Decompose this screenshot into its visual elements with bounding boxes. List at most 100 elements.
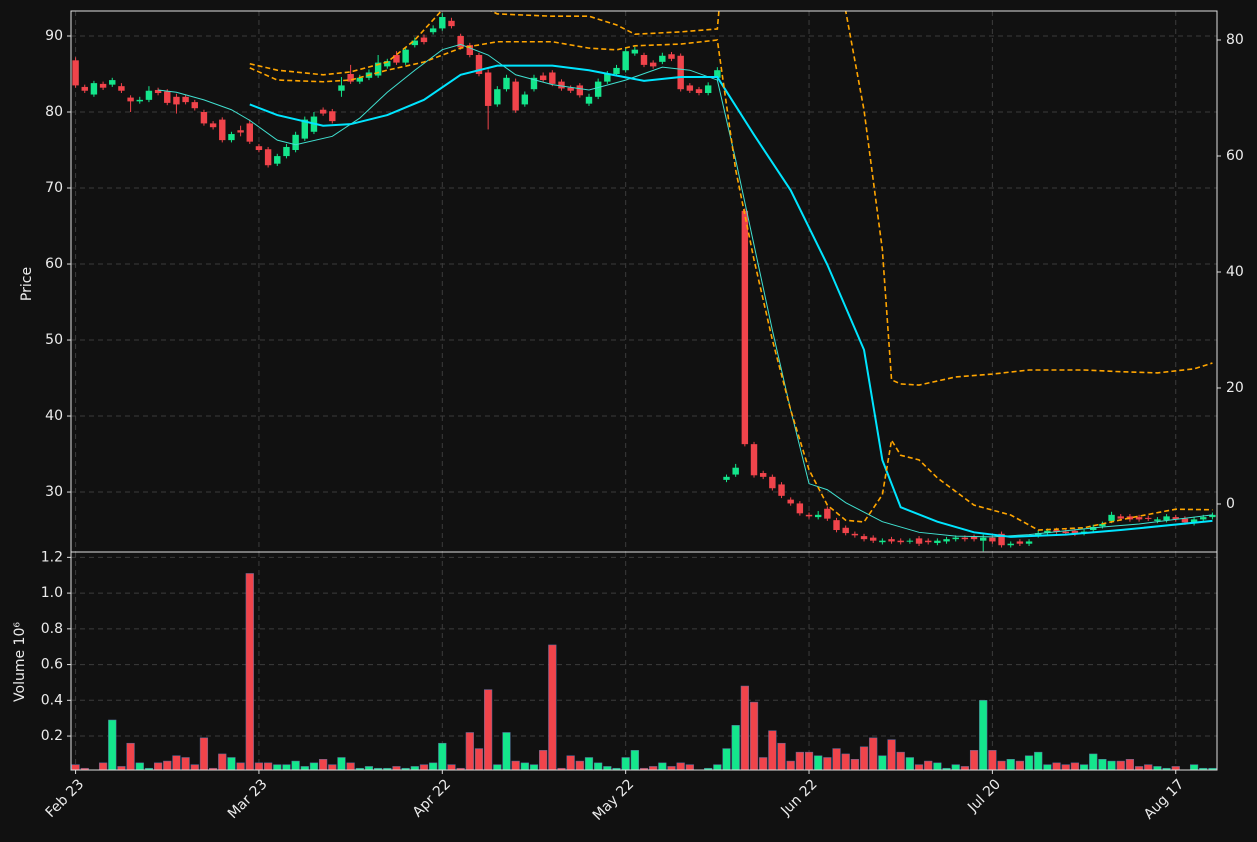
candle-body [209,123,217,128]
candle-body [1090,526,1097,531]
volume-bar [300,766,309,771]
candle-body [677,55,684,90]
y-tick-label: 60 [45,256,63,272]
candle-body [860,536,868,540]
candle-body [943,539,950,542]
candle-body [1099,523,1106,527]
candle-body [1108,514,1115,521]
candle-body [521,94,529,105]
candle-body [622,51,629,71]
y-tick-label: 40 [45,408,63,424]
volume-bar [410,766,419,771]
candle-body [356,77,364,82]
candle-body [695,89,703,94]
candle-body [503,77,510,90]
volume-bar [484,689,493,771]
volume-bar [887,739,896,771]
volume-tick-label: 0.8 [41,621,63,637]
candle-body [668,54,675,59]
candle-body [329,111,336,122]
candle-body [72,60,79,86]
volume-bar [1043,764,1052,771]
candle-body [402,49,409,63]
candle-body [989,537,996,542]
candle-body [750,444,758,476]
y-tick-label: 30 [45,484,63,500]
candle-body [475,55,483,75]
volume-bar [649,766,658,771]
candle-body [457,36,464,48]
candle-body [182,96,189,103]
candle-body [219,119,226,141]
volume-bar [1125,759,1135,771]
volume-bar [1015,760,1024,771]
volume-bar [905,757,914,771]
volume-bar [1079,764,1089,771]
volume-tick-label: 0.4 [41,692,63,708]
volume-bar [153,762,163,771]
volume-bar [172,755,181,771]
volume-bar [291,760,300,771]
candle-body [915,538,923,544]
candle-body [714,70,721,78]
volume-bar [465,732,474,771]
candle-body [558,81,565,89]
candle-body [393,55,400,63]
volume-bar [474,748,484,771]
volume-bar [346,762,355,771]
candle-body [264,149,272,166]
overlay-line [158,43,1213,538]
candle-body [274,156,281,164]
volume-bar [539,750,548,771]
candle-body [439,17,446,29]
volume-bar [841,753,850,771]
volume-bar [896,751,905,771]
volume-bar [419,764,429,771]
volume-bar [988,750,997,771]
candle-body [631,49,639,54]
volume-bar [447,764,456,771]
candle-body [1172,517,1179,520]
candle-body [1053,530,1060,532]
candle-body [319,109,327,114]
candle-body [879,540,886,543]
y2-tick-label: 40 [1226,264,1244,280]
candle-body [1200,517,1207,520]
candle-body [154,89,162,94]
volume-bar [832,748,841,771]
candle-body [1035,533,1042,536]
volume-tick-label: 1.2 [41,549,63,565]
volume-bar [1116,760,1125,771]
candle-body [659,55,666,62]
volume-bar [997,760,1006,771]
volume-bar [914,764,924,771]
candle-body [1145,517,1152,519]
candle-body [980,537,987,541]
candle-body [429,28,437,33]
candle-body [567,87,574,91]
volume-bar [1144,764,1153,771]
candle-body [897,540,904,543]
candle-body [384,61,391,67]
candle-body [466,45,474,56]
candle-body [741,210,749,445]
volume-bar [1134,766,1144,771]
candle-body [1025,541,1033,544]
volume-bar [337,757,346,771]
volume-bar [1052,762,1061,771]
volume-bar [227,757,236,771]
candle-body [778,484,785,496]
volume-bar [749,701,759,771]
volume-bar [804,751,814,771]
volume-bar [584,757,594,771]
volume-bar [878,755,887,771]
candle-body [292,134,299,151]
volume-bar [869,737,878,771]
volume-bar [392,766,401,771]
candle-body [769,476,776,489]
volume-bar [264,762,273,771]
volume-bar [731,725,740,771]
volume-bar [548,644,557,771]
volume-bar [493,764,502,771]
